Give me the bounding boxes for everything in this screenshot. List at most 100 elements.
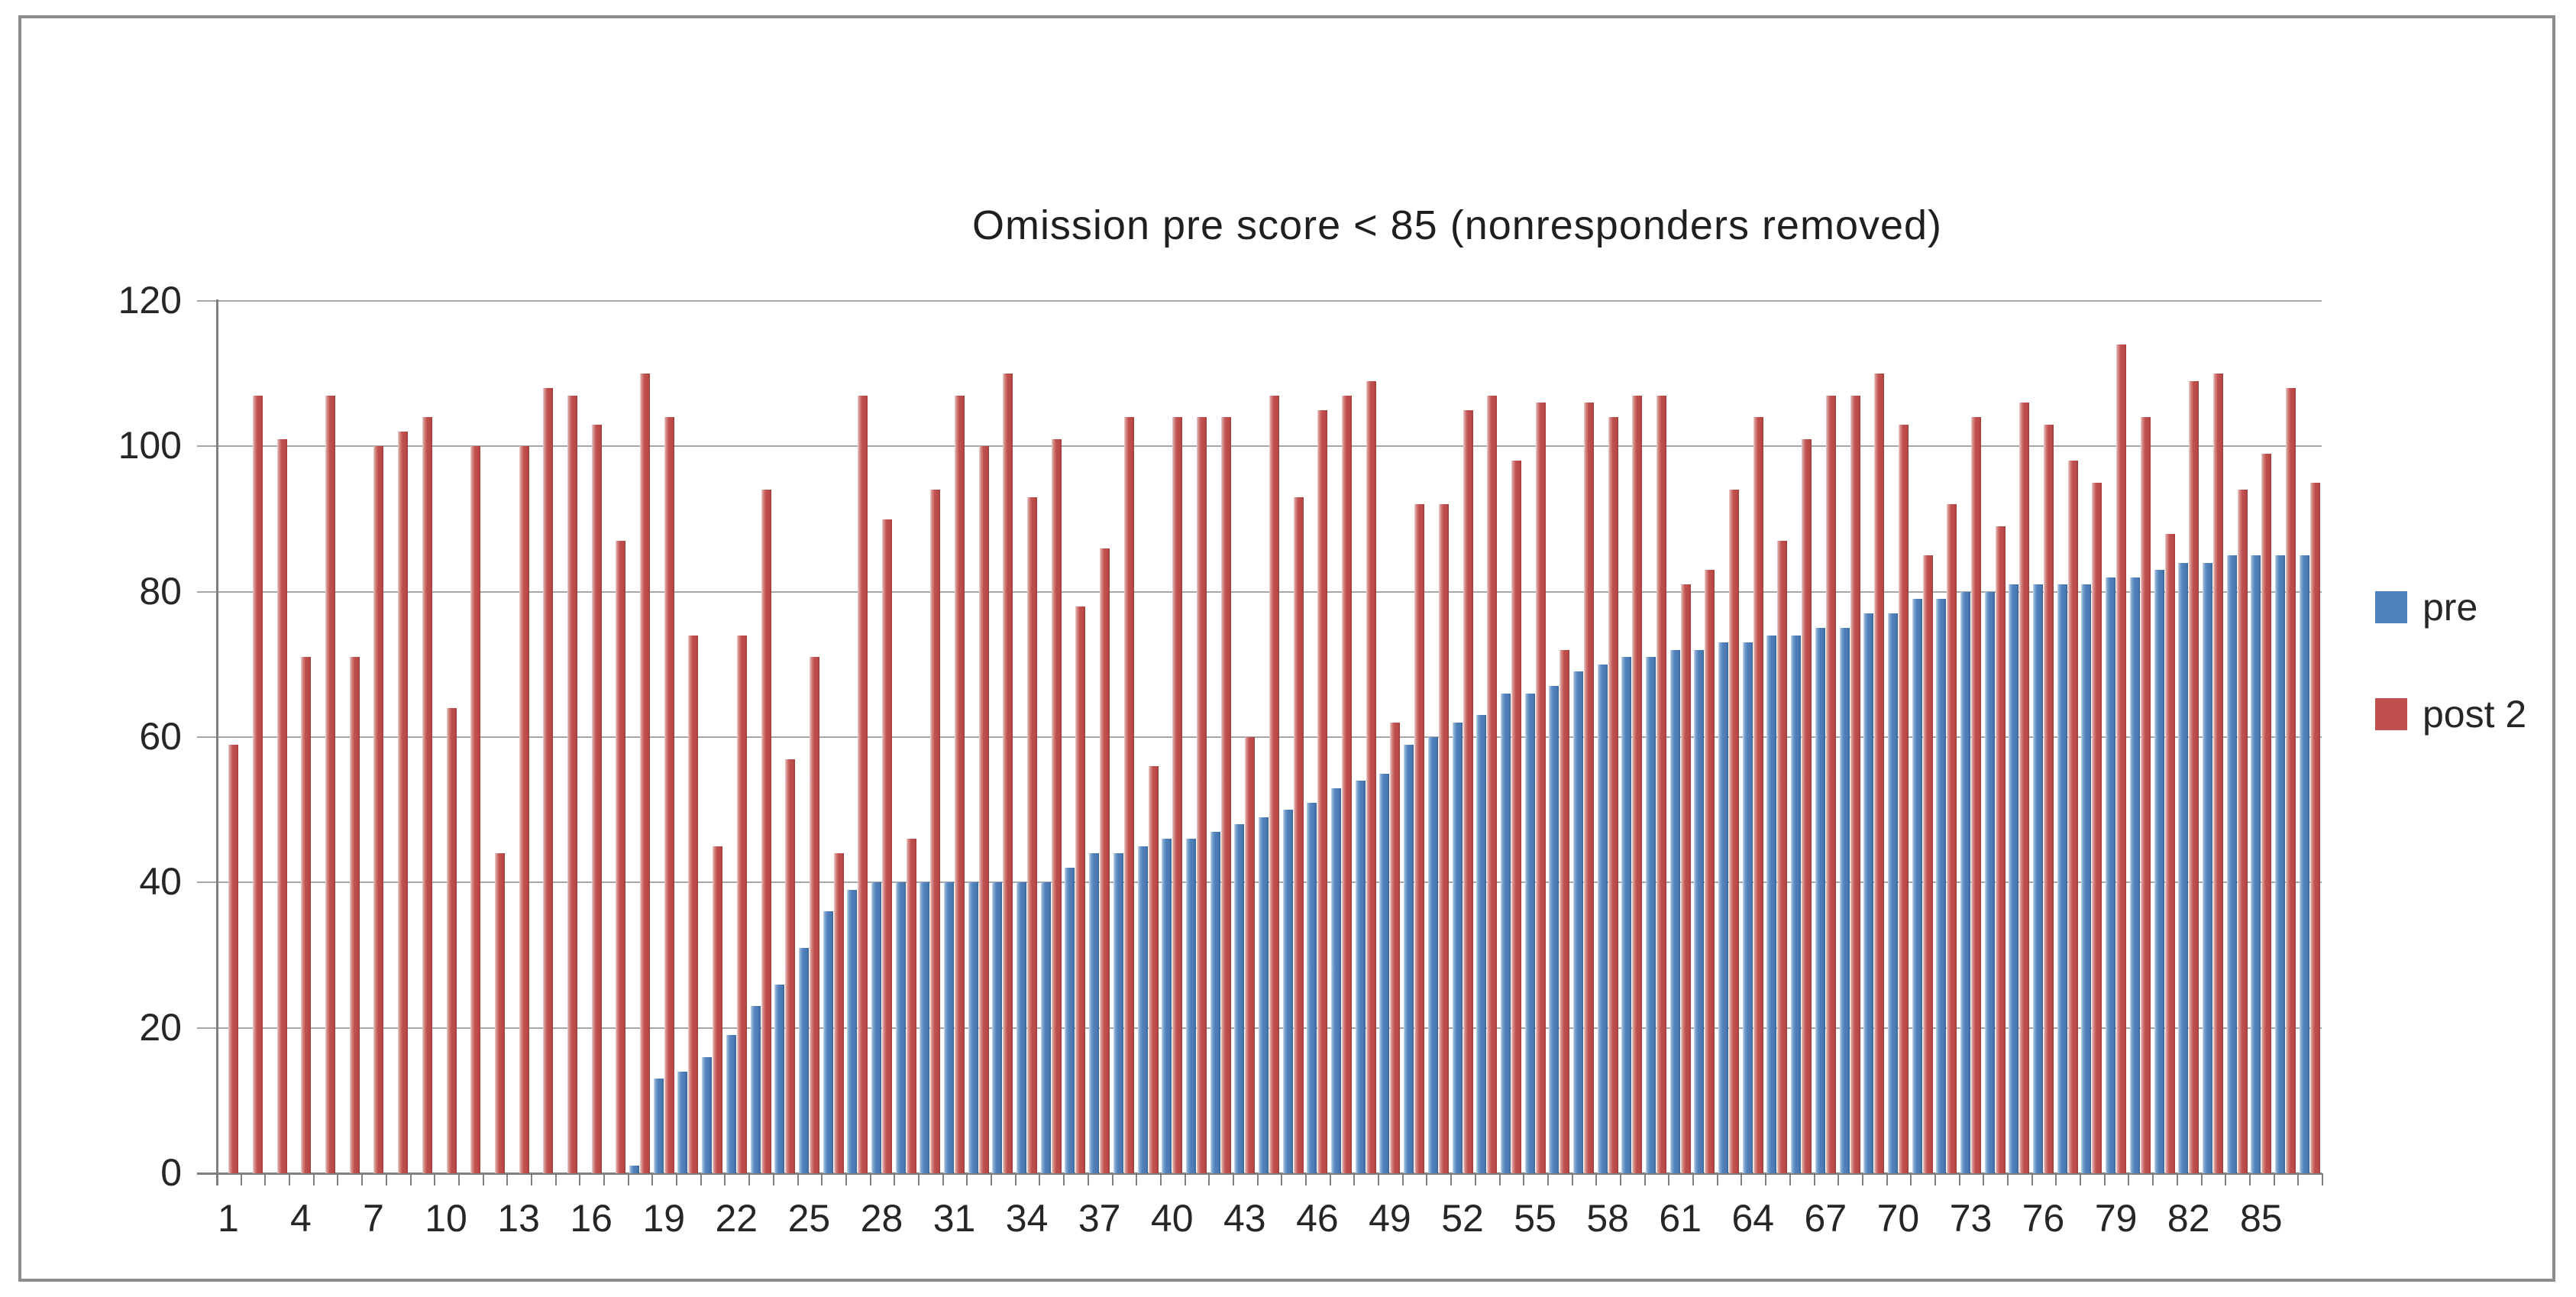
x-axis-tick (1861, 1173, 1863, 1185)
x-axis-tick (918, 1173, 920, 1185)
x-axis-tick (1184, 1173, 1186, 1185)
x-axis-label-61: 61 (1659, 1197, 1702, 1240)
x-axis-tick (676, 1173, 678, 1185)
bar-post2 (785, 758, 796, 1173)
bar-post2 (1366, 380, 1376, 1173)
x-axis-tick (289, 1173, 291, 1185)
x-axis-tick (385, 1173, 387, 1185)
bar-pre (1379, 773, 1390, 1173)
bar-post2 (930, 490, 941, 1173)
bar-post2 (543, 388, 554, 1173)
bar-post2 (1342, 395, 1353, 1173)
x-axis-tick (530, 1173, 532, 1185)
x-axis-tick (1378, 1173, 1380, 1185)
x-axis-label-34: 34 (1005, 1197, 1049, 1240)
x-axis-tick (2248, 1173, 2251, 1185)
x-axis-tick (216, 1173, 218, 1185)
bar-pre (1282, 810, 1293, 1173)
gridline-60 (197, 736, 2322, 738)
x-axis-tick (1426, 1173, 1428, 1185)
x-axis-tick (434, 1173, 436, 1185)
bar-post2 (2019, 403, 2030, 1173)
x-axis-tick (1087, 1173, 1089, 1185)
x-axis-tick (1571, 1173, 1573, 1185)
y-axis-label-20: 20 (139, 1005, 182, 1049)
bar-post2 (1172, 417, 1183, 1173)
bar-post2 (1608, 417, 1618, 1173)
bar-post2 (1825, 395, 1836, 1173)
bar-post2 (1535, 403, 1546, 1173)
bar-pre (1718, 642, 1729, 1173)
bar-post2 (373, 446, 384, 1173)
bar-pre (1452, 722, 1463, 1173)
bar-post2 (713, 846, 723, 1173)
x-axis-tick (409, 1173, 412, 1185)
bar-post2 (1656, 395, 1667, 1173)
bar-pre (2081, 584, 2092, 1173)
bar-post2 (1802, 438, 1812, 1173)
x-axis-tick (361, 1173, 364, 1185)
x-axis-label-73: 73 (1949, 1197, 1993, 1240)
bar-pre (677, 1071, 688, 1173)
chart-title: Omission pre score < 85 (nonresponders r… (971, 202, 1943, 248)
bar-post2 (470, 446, 481, 1173)
bar-post2 (567, 395, 577, 1173)
bar-post2 (2116, 344, 2127, 1173)
bar-pre (2129, 577, 2140, 1173)
y-axis-label-80: 80 (139, 569, 182, 613)
x-axis-tick (1716, 1173, 1718, 1185)
x-axis-label-10: 10 (425, 1197, 467, 1240)
x-axis-label-37: 37 (1078, 1197, 1121, 1240)
x-axis-tick (1063, 1173, 1065, 1185)
x-axis-tick (2176, 1173, 2178, 1185)
x-axis-tick (1450, 1173, 1453, 1185)
bar-post2 (1777, 541, 1788, 1173)
x-axis-tick (2128, 1173, 2130, 1185)
bar-post2 (955, 395, 965, 1173)
x-axis-tick (2080, 1173, 2082, 1185)
x-axis-label-79: 79 (2094, 1197, 2138, 1240)
x-axis-tick (603, 1173, 606, 1185)
bar-post2 (1705, 570, 1715, 1173)
bar-post2 (2285, 388, 2296, 1173)
bar-post2 (1051, 438, 1062, 1173)
bar-post2 (1729, 490, 1740, 1173)
x-axis-tick (1111, 1173, 1113, 1185)
bar-post2 (228, 744, 239, 1173)
bar-post2 (736, 635, 747, 1173)
bar-post2 (446, 707, 457, 1173)
bar-pre (1791, 635, 1802, 1173)
bar-pre (1863, 613, 1874, 1173)
bar-post2 (2164, 533, 2175, 1173)
bar-post2 (1390, 722, 1401, 1173)
bar-post2 (1583, 403, 1594, 1173)
x-axis-tick (1644, 1173, 1646, 1185)
x-axis-tick (1039, 1173, 1041, 1185)
bar-pre (1017, 882, 1027, 1173)
bar-pre (823, 911, 833, 1173)
bar-pre (1912, 599, 1922, 1173)
x-axis-tick (1983, 1173, 1985, 1185)
plot-area (197, 300, 2322, 1175)
bar-post2 (1680, 584, 1691, 1173)
x-axis-tick (1401, 1173, 1404, 1185)
bar-post2 (1559, 649, 1570, 1173)
bar-pre (1694, 649, 1705, 1173)
bar-pre (1936, 599, 1947, 1173)
bar-pre (653, 1079, 664, 1173)
bar-pre (1669, 649, 1680, 1173)
bar-pre (2178, 562, 2189, 1173)
bar-pre (1742, 642, 1753, 1173)
legend-swatch-post2 (2375, 698, 2407, 730)
bar-post2 (1123, 417, 1134, 1173)
x-axis-tick (748, 1173, 751, 1185)
bar-pre (1766, 635, 1777, 1173)
bar-post2 (761, 490, 771, 1173)
y-axis-label-60: 60 (139, 715, 182, 758)
x-axis-tick (240, 1173, 242, 1185)
x-axis-tick (2200, 1173, 2203, 1185)
bar-post2 (591, 424, 602, 1173)
x-axis-tick (1837, 1173, 1840, 1185)
x-axis-tick (942, 1173, 944, 1185)
bar-pre (774, 984, 785, 1173)
